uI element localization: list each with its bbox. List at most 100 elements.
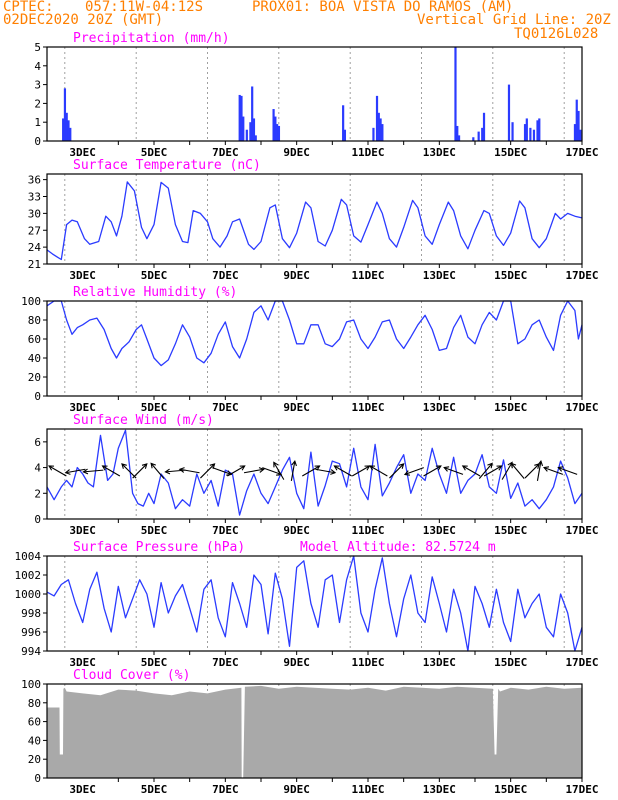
panel-6: Cloud Cover (%) 0 20 40 60 80 100 3DEC 5DEC 7DEC 9…: [21, 668, 598, 796]
x-tick-label: 17DEC: [565, 524, 598, 537]
wind-vector: [524, 463, 540, 479]
wind-vector: [389, 463, 405, 479]
precip-bar: [538, 118, 541, 141]
wind-vector-head: [258, 467, 265, 473]
panel-2: Surface Temperature (nC) 21 24 27 30 33 36 3DEC…: [28, 158, 599, 282]
wind-vector-shaft: [121, 463, 137, 479]
precip-bar: [536, 120, 539, 141]
precip-bar: [372, 127, 375, 141]
wind-vector-shaft: [212, 467, 232, 475]
wind-vector: [121, 463, 137, 479]
panel-title: Relative Humidity (%): [73, 285, 237, 300]
wind-vector-shaft: [510, 462, 525, 480]
wind-vector: [403, 467, 424, 476]
y-tick-label: 0: [34, 513, 41, 526]
wind-vector-shaft: [262, 467, 282, 475]
y-tick-label: 4: [34, 60, 41, 73]
y-tick-label: 21: [28, 258, 41, 271]
y-tick-label: 36: [28, 174, 41, 187]
y-tick-label: 100: [21, 295, 41, 308]
panel-5: Surface Pressure (hPa) Model Altitude: 82…: [15, 540, 599, 669]
y-tick-label: 2: [34, 487, 41, 500]
wind-vector-head: [178, 467, 185, 473]
x-tick-label: 15DEC: [494, 401, 527, 414]
x-tick-label: 11DEC: [351, 146, 384, 159]
wind-vector-shaft: [558, 467, 578, 475]
panel-frame: [46, 683, 583, 779]
x-tick-label: 15DEC: [494, 524, 527, 537]
x-tick-label: 3DEC: [69, 146, 96, 159]
precip-bar: [240, 95, 243, 141]
wind-vector-head: [537, 460, 544, 467]
y-tick-label: 1004: [15, 550, 42, 563]
panel-1: Precipitation (mm/h) 0 1 2 3 4 5 3DEC 5DEC 7DEC 9D…: [34, 31, 598, 159]
wind-vector-head: [542, 466, 550, 472]
wind-vector-shaft: [478, 462, 493, 480]
wind-vector: [64, 468, 86, 475]
panel-4: Surface Wind (m/s) 0 2 4 6 3DEC 5DEC 7DEC 9DEC 11…: [34, 413, 598, 537]
panel-frame: [46, 555, 583, 652]
wind-vector: [82, 468, 104, 475]
wind-vector-shaft: [483, 465, 502, 477]
x-tick-label: 7DEC: [212, 524, 239, 537]
y-tick-label: 1002: [15, 569, 42, 582]
wind-vector-head: [369, 465, 376, 471]
wind-vector-shaft: [65, 468, 86, 474]
wind-vector-head: [443, 466, 450, 472]
wind-vector: [315, 468, 337, 475]
x-tick-label: 3DEC: [69, 269, 96, 282]
wind-vector-shaft: [227, 465, 245, 477]
x-tick-label: 13DEC: [423, 146, 456, 159]
y-tick-label: 3: [34, 79, 41, 92]
wind-vector-head: [239, 465, 246, 471]
x-tick-label: 11DEC: [351, 783, 384, 796]
x-tick-label: 5DEC: [141, 401, 168, 414]
wind-vector-head: [82, 468, 89, 475]
wind-vector-shaft: [315, 468, 336, 474]
wind-vector-shaft: [536, 461, 542, 481]
x-tick-label: 3DEC: [69, 656, 96, 669]
wind-vector: [227, 465, 246, 477]
y-tick-label: 1: [34, 116, 41, 129]
x-tick-label: 9DEC: [283, 146, 310, 159]
precip-bar: [477, 131, 480, 141]
precip-bar: [529, 127, 532, 141]
series-line: [46, 555, 583, 652]
precip-bar: [525, 118, 528, 141]
wind-vector-head: [209, 463, 216, 469]
wind-vector-shaft: [243, 468, 264, 474]
x-tick-label: 13DEC: [423, 524, 456, 537]
wind-vector-shaft: [404, 467, 424, 475]
wind-vector-shaft: [179, 468, 200, 474]
x-tick-label: 13DEC: [423, 783, 456, 796]
cloud-area: [47, 685, 582, 778]
wind-vector-shaft: [351, 465, 370, 477]
y-tick-label: 2: [34, 97, 41, 110]
x-tick-label: 9DEC: [283, 783, 310, 796]
wind-vector-shaft: [301, 465, 320, 477]
x-tick-label: 7DEC: [212, 401, 239, 414]
wind-vector-head: [101, 465, 108, 471]
panel-title: Surface Pressure (hPa): [73, 540, 245, 555]
y-tick-label: 20: [28, 753, 41, 766]
y-tick-label: 994: [21, 645, 41, 658]
y-tick-label: 33: [28, 191, 41, 204]
x-tick-label: 3DEC: [69, 524, 96, 537]
x-tick-label: 15DEC: [494, 656, 527, 669]
wind-vector-shaft: [444, 467, 464, 475]
wind-vector-head: [435, 465, 442, 471]
wind-vector-head: [314, 465, 321, 471]
y-tick-label: 5: [34, 41, 41, 54]
wind-vector-head: [164, 468, 171, 475]
wind-vector: [101, 465, 121, 477]
wind-vector: [443, 466, 464, 475]
x-tick-label: 5DEC: [141, 269, 168, 282]
wind-vector-shaft: [501, 462, 513, 480]
wind-vector: [478, 462, 493, 480]
precip-bar: [579, 129, 582, 141]
x-tick-label: 17DEC: [565, 269, 598, 282]
precip-bar: [277, 125, 281, 141]
wind-vector-head: [150, 462, 156, 469]
panel-title: Surface Temperature (nC): [73, 158, 261, 173]
